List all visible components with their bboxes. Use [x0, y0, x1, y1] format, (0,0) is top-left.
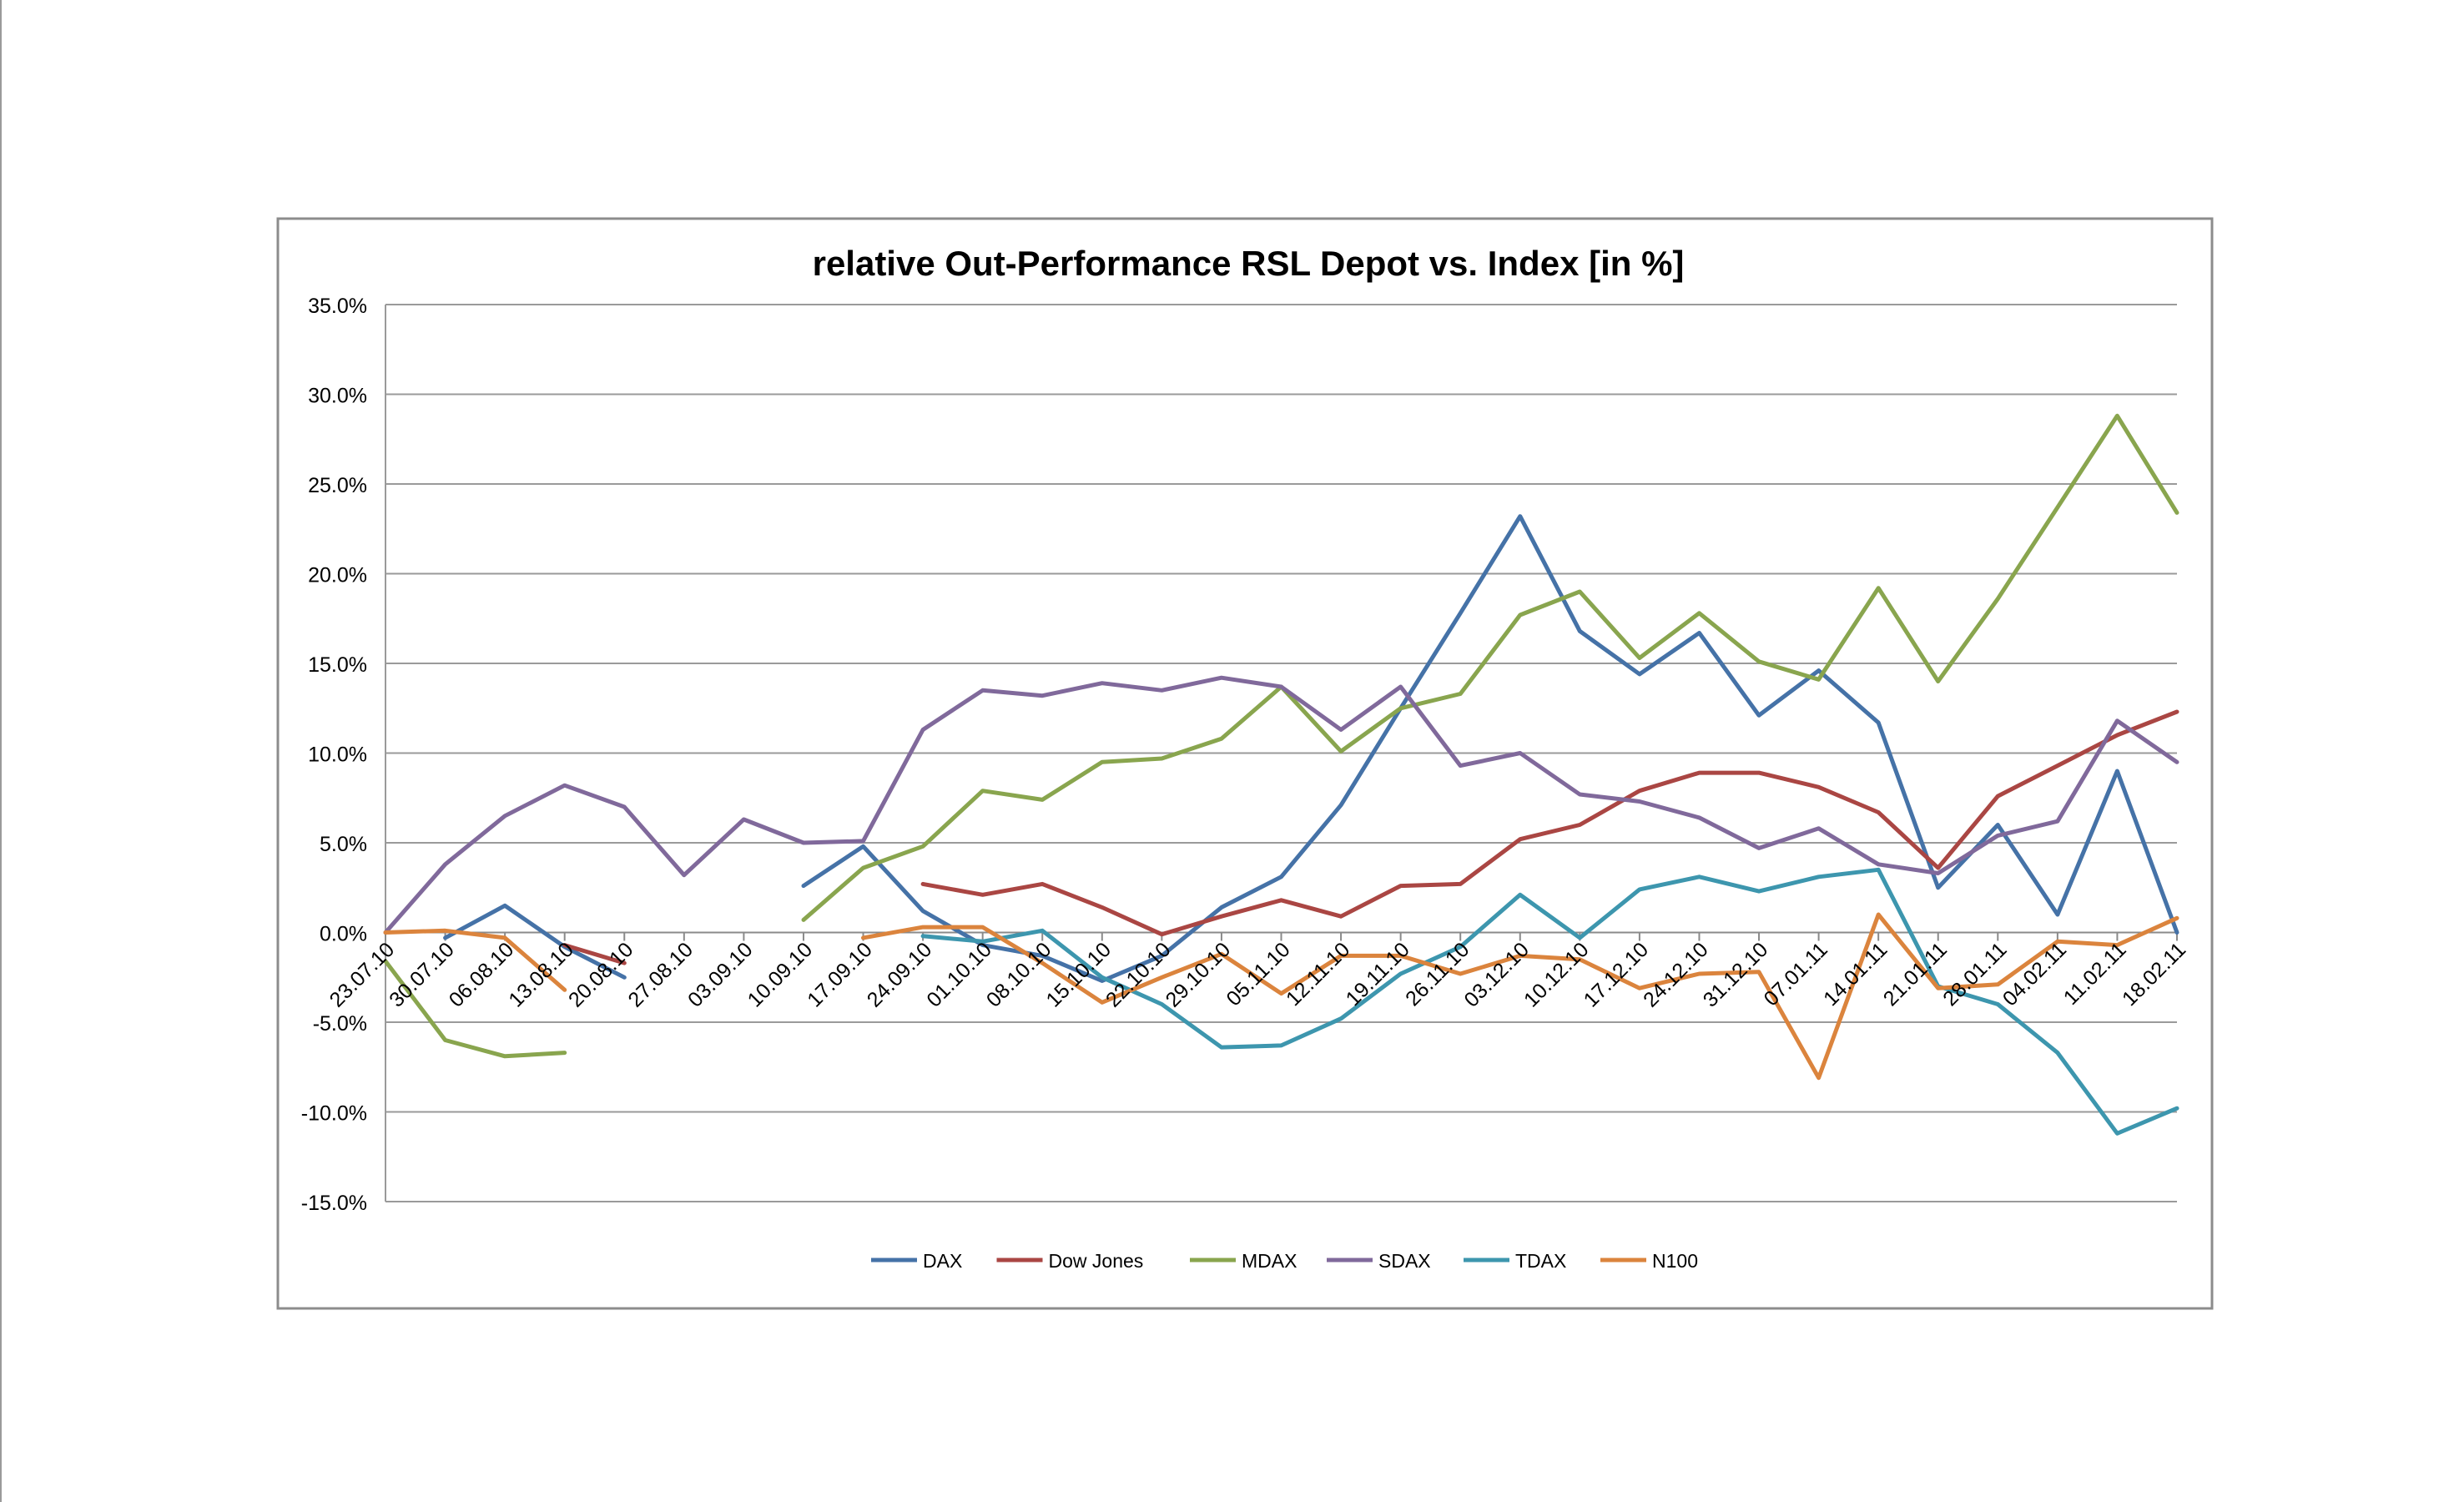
y-tick-label: 15.0% [308, 653, 367, 677]
legend-item: TDAX [1464, 1250, 1566, 1272]
series-line [801, 413, 2179, 922]
y-tick-label: 35.0% [308, 295, 367, 318]
y-tick-label: -15.0% [301, 1192, 367, 1215]
y-tick-label: 0.0% [320, 923, 367, 946]
legend-item: N100 [1600, 1250, 1698, 1272]
series-line [920, 709, 2179, 937]
series-dax [443, 514, 2179, 983]
legend-label: MDAX [1242, 1250, 1297, 1272]
legend-label: TDAX [1515, 1250, 1566, 1272]
chart-title: relative Out-Performance RSL Depot vs. I… [813, 244, 1685, 283]
series-line [443, 903, 627, 980]
legend-label: DAX [923, 1250, 962, 1272]
series-sdax [383, 675, 2179, 935]
series-line [383, 675, 2179, 935]
y-tick-label: 5.0% [320, 833, 367, 856]
grid-lines [385, 304, 2178, 1202]
legend-label: N100 [1652, 1250, 1698, 1272]
legend-item: MDAX [1190, 1250, 1297, 1272]
legend-label: SDAX [1378, 1250, 1431, 1272]
legend-item: Dow Jones [996, 1250, 1144, 1272]
y-tick-label: 30.0% [308, 385, 367, 408]
legend-item: SDAX [1327, 1250, 1431, 1272]
series-dow-jones [562, 709, 2179, 965]
series-line [861, 912, 2179, 1081]
chart-border [276, 217, 2214, 1310]
series-mdax [383, 413, 2179, 1059]
series-line [383, 928, 567, 992]
legend-item: DAX [871, 1250, 962, 1272]
y-tick-label: -10.0% [301, 1102, 367, 1126]
y-tick-label: 20.0% [308, 564, 367, 587]
y-axis-tick-labels: 35.0% 30.0% 25.0% 20.0% 15.0% 10.0% 5.0% 0.0% -5… [301, 295, 367, 1215]
legend: DAX Dow Jones MDAX SDAX TDAX N100 [871, 1250, 1698, 1272]
series-line [562, 943, 627, 965]
y-tick-label: 25.0% [308, 474, 367, 497]
legend-label: Dow Jones [1049, 1250, 1144, 1272]
series-line [383, 959, 567, 1059]
y-tick-label: -5.0% [313, 1012, 367, 1036]
y-tick-label: 10.0% [308, 743, 367, 767]
series-lines [383, 413, 2179, 1136]
series-n100 [383, 912, 2179, 1081]
series-line [801, 514, 2179, 983]
page-left-edge [0, 0, 2, 1502]
